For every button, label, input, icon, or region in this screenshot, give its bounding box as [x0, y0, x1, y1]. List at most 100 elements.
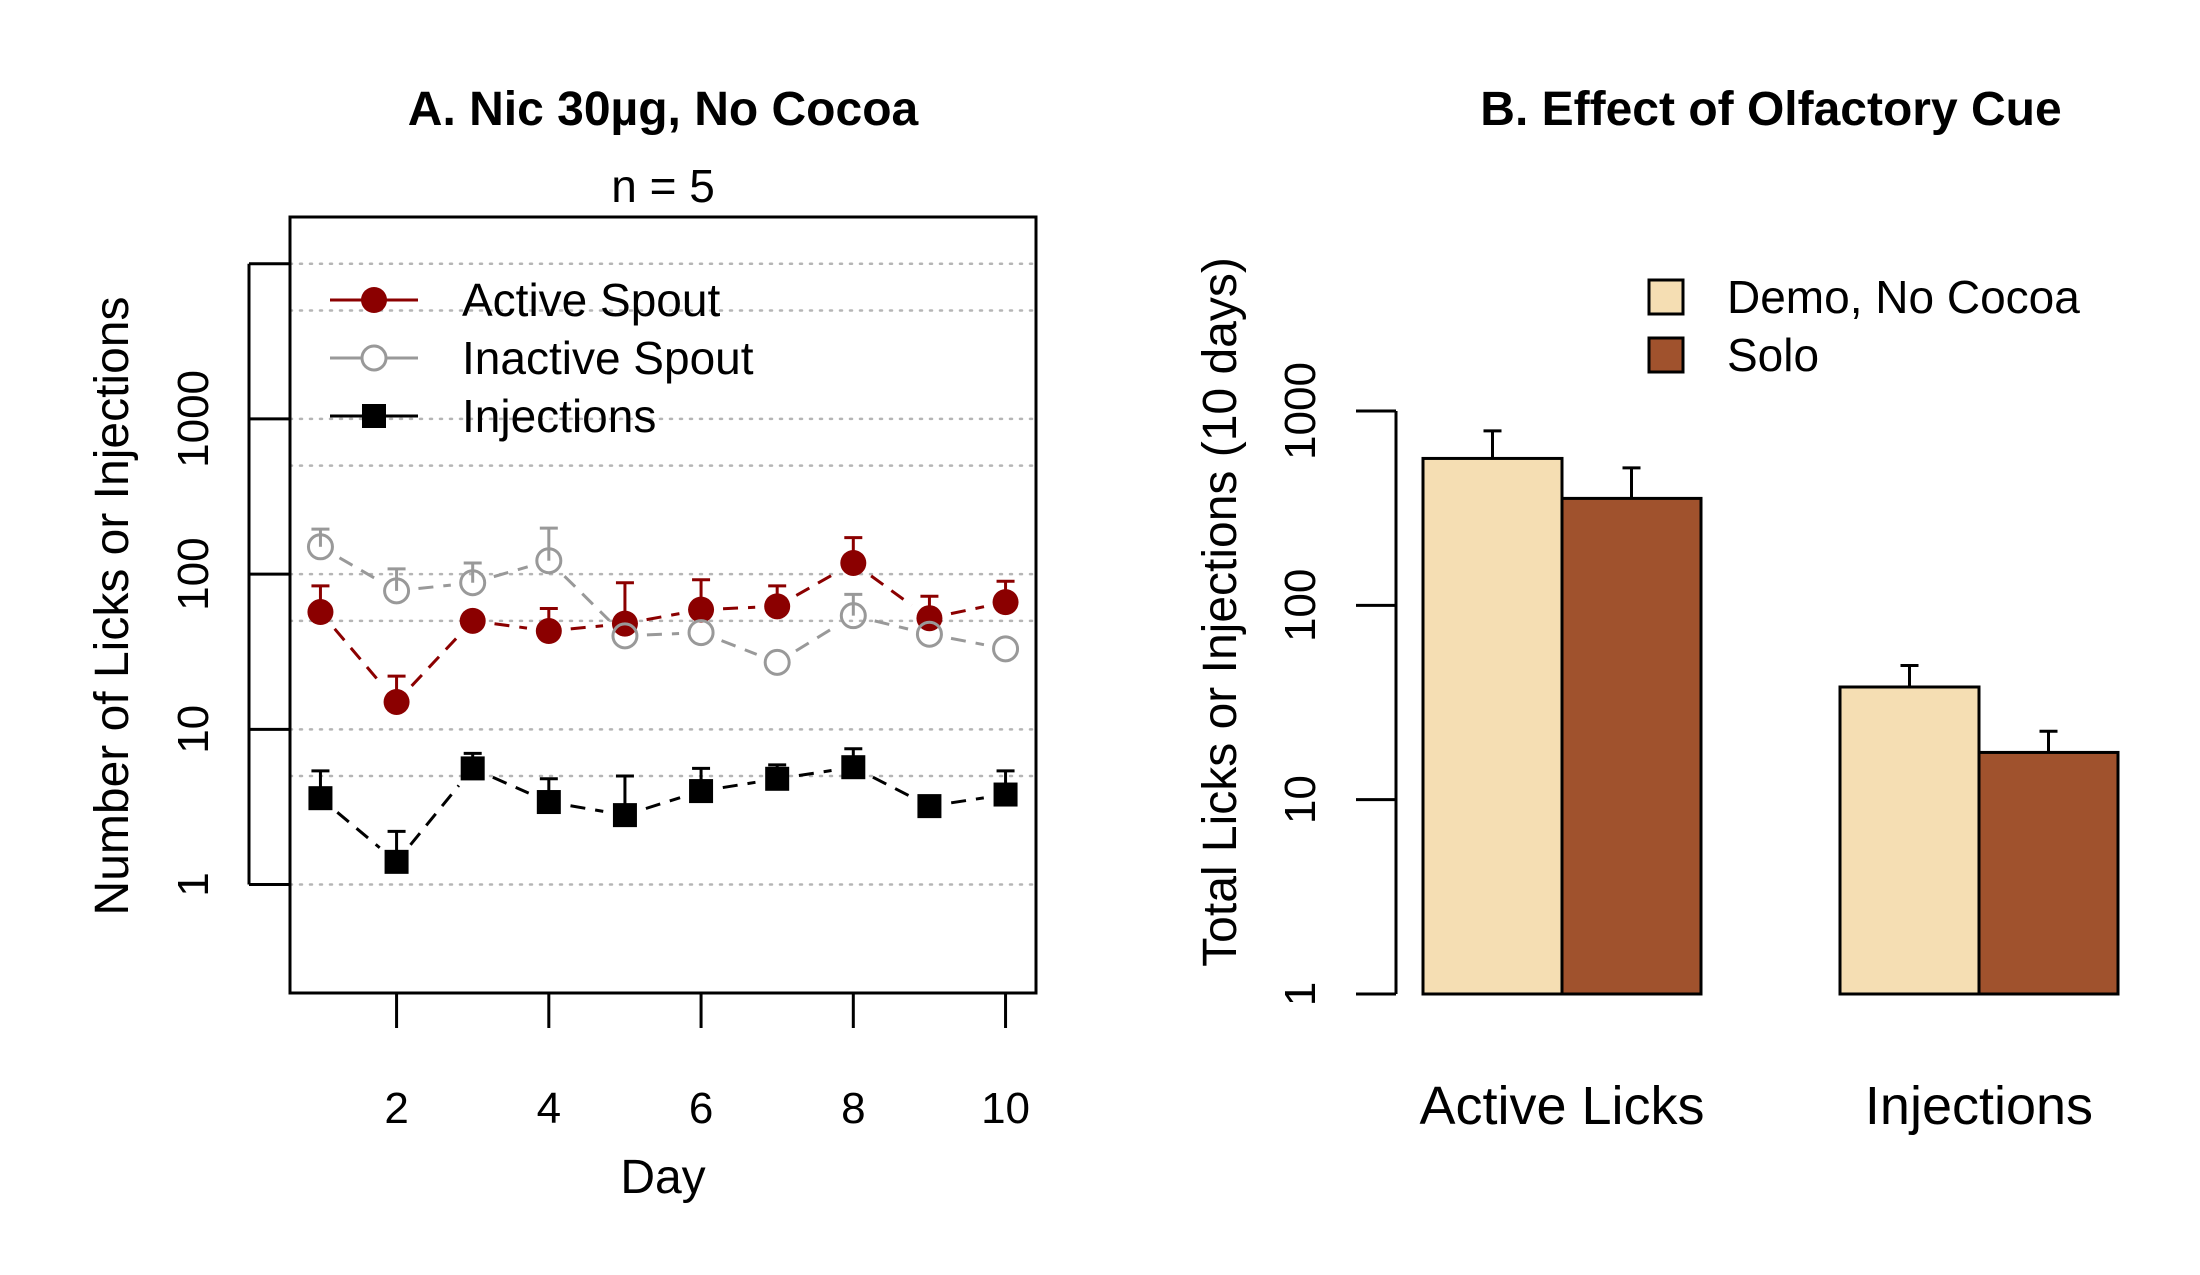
- data-point: [384, 849, 409, 874]
- panel-b-bars: [1421, 429, 2120, 996]
- series-line-segment: [563, 575, 611, 622]
- legend-swatch: [1647, 336, 1685, 374]
- series-line-segment: [874, 619, 909, 631]
- panel-a-series-inactive-spout: [306, 526, 1020, 676]
- data-point: [992, 589, 1019, 616]
- panel-a-x-tick-label: 4: [537, 1084, 561, 1133]
- data-point: [536, 790, 561, 815]
- legend-label: Inactive Spout: [462, 332, 754, 384]
- data-point: [535, 618, 562, 645]
- panel-a-y-tick-label: 1000: [169, 370, 218, 468]
- panel-a-gridlines: [288, 262, 1038, 886]
- panel-a-x-axis-label: Day: [620, 1151, 705, 1204]
- series-line-segment: [798, 769, 832, 777]
- series-line-segment: [795, 572, 835, 597]
- series-line-segment: [872, 775, 911, 798]
- legend-marker: [360, 344, 388, 372]
- panel-a-y-axis: 1 10 100 1000: [169, 262, 290, 897]
- panel-b-y-tick-label: 10: [1276, 775, 1325, 824]
- panel-a-series-injections: [308, 747, 1018, 874]
- series-line-segment: [646, 632, 680, 637]
- data-point: [308, 786, 333, 811]
- data-point: [535, 547, 563, 575]
- panel-a-x-axis: 2 4 6 8 10: [384, 991, 1030, 1133]
- series-line-segment: [418, 583, 451, 591]
- panel-a-x-tick-label: 2: [384, 1084, 408, 1133]
- data-point: [689, 779, 714, 804]
- panel-a-x-tick-label: 8: [841, 1084, 865, 1133]
- legend-label: Active Spout: [462, 274, 720, 326]
- data-point: [839, 602, 867, 630]
- data-point: [765, 766, 790, 791]
- panel-b-y-axis: 1 10 100 1000: [1276, 362, 1398, 1006]
- panel-a-y-tick-label: 10: [169, 705, 218, 754]
- data-point: [306, 533, 334, 561]
- panel-a-title: A. Nic 30µg, No Cocoa: [408, 83, 919, 136]
- series-line-segment: [950, 796, 985, 805]
- series-line-segment: [870, 574, 913, 607]
- data-point: [611, 622, 639, 650]
- series-line-segment: [645, 796, 681, 810]
- legend-marker: [362, 404, 386, 428]
- panel-b-y-axis-label: Total Licks or Injections (10 days): [1194, 257, 1247, 967]
- legend-swatch: [1647, 278, 1685, 316]
- panel-a-series-active-spout: [307, 536, 1019, 715]
- data-point: [688, 596, 715, 623]
- panel-b-legend-item: Demo, No Cocoa: [1647, 271, 2080, 323]
- data-point: [459, 569, 487, 597]
- panel-a-x-tick-label: 6: [689, 1084, 713, 1133]
- panel-a-legend-item: Active Spout: [330, 274, 720, 326]
- panel-b-category-labels: Active Licks Injections: [1419, 1076, 2093, 1136]
- bar: [1421, 456, 1564, 996]
- data-point: [993, 782, 1018, 807]
- bar: [1560, 496, 1703, 996]
- panel-b-legend: Demo, No Cocoa Solo: [1647, 271, 2080, 381]
- data-point: [383, 688, 410, 715]
- series-line-segment: [646, 612, 680, 622]
- data-point: [992, 635, 1020, 663]
- data-point: [841, 755, 866, 780]
- series-line-segment: [492, 775, 530, 795]
- panel-a-legend-item: Injections: [330, 390, 656, 442]
- data-point: [612, 803, 637, 828]
- panel-a-y-tick-label: 100: [169, 537, 218, 610]
- panel-a-series: [306, 526, 1020, 874]
- data-point: [307, 599, 334, 626]
- series-line-segment: [950, 605, 985, 616]
- bar: [1838, 685, 1981, 996]
- legend-label: Injections: [462, 390, 656, 442]
- series-line-segment: [950, 636, 985, 647]
- data-point: [915, 620, 943, 648]
- legend-label: Demo, No Cocoa: [1727, 271, 2080, 323]
- legend-marker: [361, 287, 387, 313]
- series-line-segment: [722, 605, 756, 611]
- data-point: [764, 593, 791, 620]
- data-point: [917, 794, 942, 819]
- panel-b-category-label: Injections: [1865, 1076, 2093, 1136]
- panel-a-legend-item: Inactive Spout: [330, 332, 754, 384]
- panel-a-y-tick-label: 1: [169, 872, 218, 896]
- data-point: [763, 648, 791, 676]
- panel-a-x-tick-label: 10: [981, 1084, 1030, 1133]
- panel-a-chart: A. Nic 30µg, No Cocoa n = 5 1 10 100 1000 2…: [86, 83, 1038, 1204]
- panel-b-y-tick-label: 100: [1276, 569, 1325, 642]
- data-point: [687, 619, 715, 647]
- series-line-segment: [795, 625, 836, 653]
- panel-b-category-label: Active Licks: [1419, 1076, 1704, 1136]
- panel-a-y-axis-label: Number of Licks or Injections: [86, 297, 139, 916]
- panel-b-chart: B. Effect of Olfactory Cue 1 10 100 1000 Ac…: [1194, 83, 2120, 1136]
- series-line-segment: [338, 556, 379, 582]
- data-point: [383, 577, 411, 605]
- data-point: [459, 607, 486, 634]
- series-line-segment: [721, 639, 758, 656]
- series-line-segment: [336, 811, 381, 849]
- series-line-segment: [333, 627, 384, 687]
- data-point: [460, 756, 485, 781]
- panel-b-y-tick-label: 1: [1276, 982, 1325, 1006]
- series-line-segment: [493, 565, 529, 579]
- panel-b-title: B. Effect of Olfactory Cue: [1480, 83, 2061, 136]
- series-line-segment: [570, 804, 604, 813]
- series-line-segment: [409, 784, 460, 846]
- panel-b-y-tick-label: 1000: [1276, 362, 1325, 460]
